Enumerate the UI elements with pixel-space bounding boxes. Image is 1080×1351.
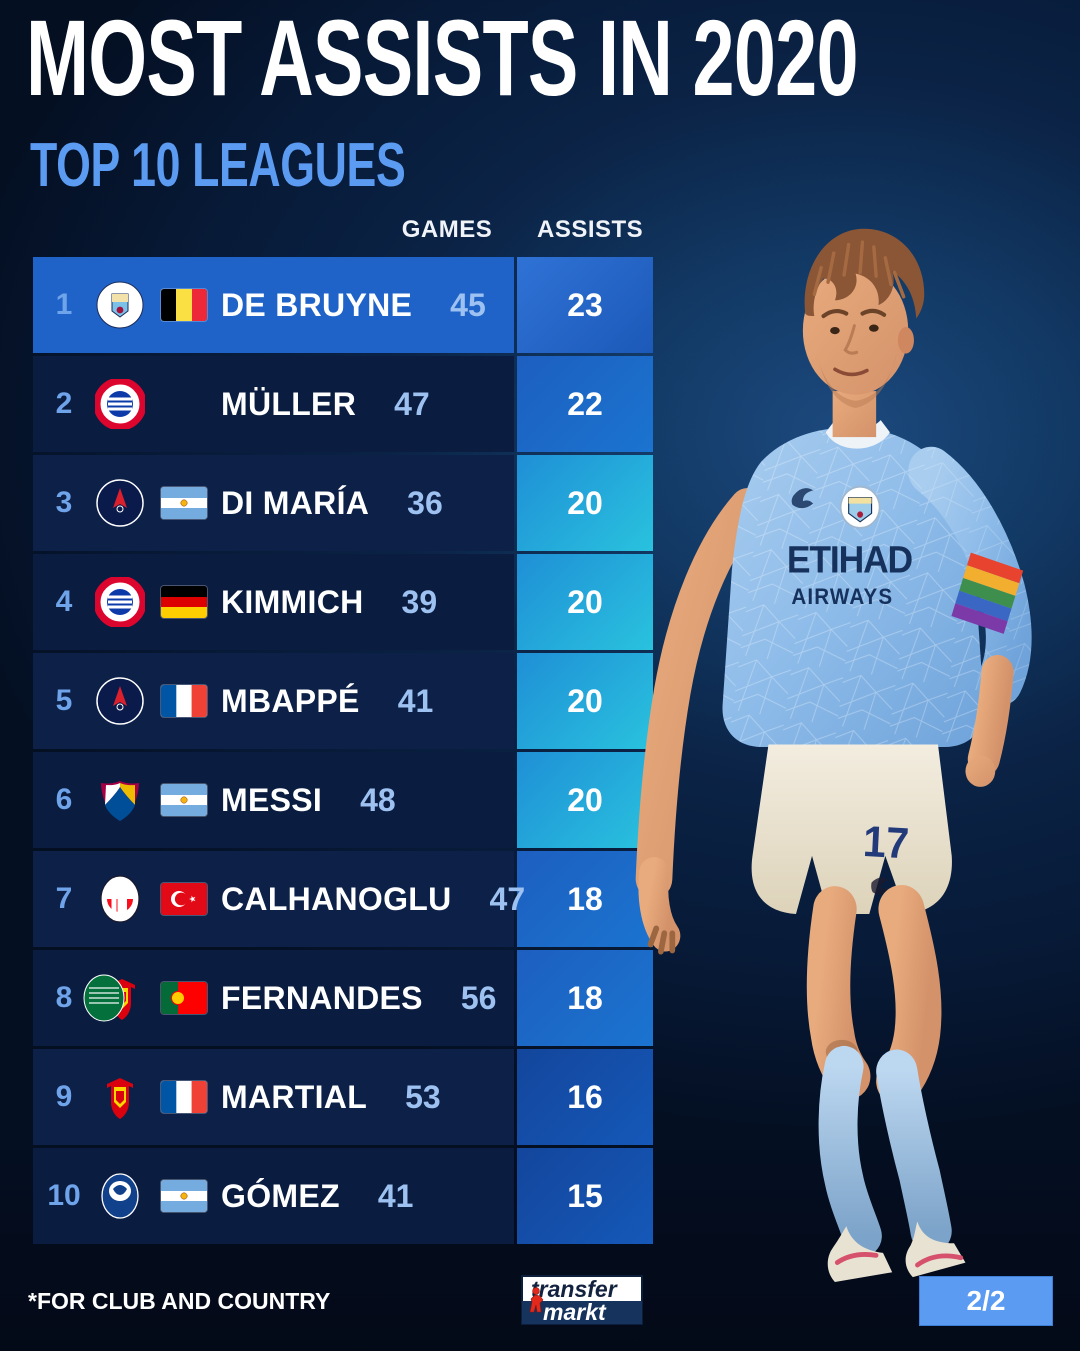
svg-text:markt: markt [543, 1299, 607, 1325]
svg-text:AIRWAYS: AIRWAYS [791, 586, 893, 610]
svg-text:ETIHAD: ETIHAD [787, 539, 912, 581]
svg-text:17: 17 [862, 817, 910, 868]
